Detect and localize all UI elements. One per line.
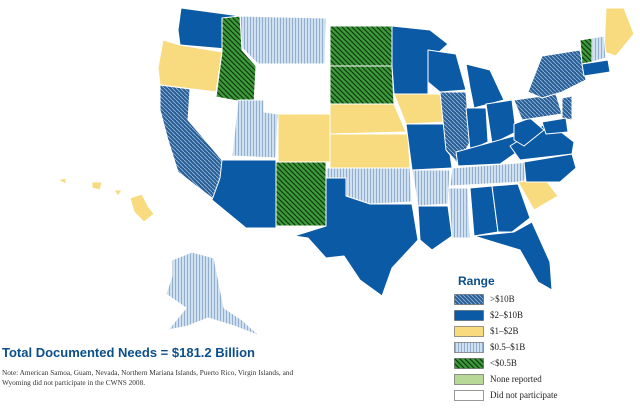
state-az (211, 159, 277, 229)
state-pa (513, 93, 563, 121)
state-fl (473, 221, 553, 291)
legend-swatch (454, 341, 484, 353)
state-co (277, 113, 331, 163)
legend-title: Range (458, 274, 495, 288)
state-la (417, 205, 453, 251)
state-ms (447, 187, 471, 239)
legend-rows: >$10B $2–$10B $1–$2B $0.5–$1B <$0.5B None rep… (454, 291, 604, 403)
state-in (465, 107, 489, 151)
state-nh (591, 35, 607, 63)
state-sd (329, 65, 395, 105)
legend-swatch (454, 293, 484, 305)
state-ga (491, 183, 531, 233)
legend-swatch (454, 389, 484, 401)
legend-swatch (454, 357, 484, 369)
legend-item-b1to2: $1–$2B (454, 323, 604, 339)
state-ia (393, 93, 447, 125)
state-ar (411, 169, 451, 207)
legend-label: $0.5–$1B (490, 342, 526, 352)
legend-item-b05to1: $0.5–$1B (454, 339, 604, 355)
legend-item-b2to10: $2–$10B (454, 307, 604, 323)
total-needs: Total Documented Needs = $181.2 Billion (2, 345, 255, 360)
state-me (603, 7, 635, 57)
legend-label: <$0.5B (490, 358, 517, 368)
state-wi (427, 49, 467, 93)
legend-label: Did not participate (490, 390, 558, 400)
legend-item-none: None reported (454, 371, 604, 387)
legend-swatch (454, 325, 484, 337)
state-vt (579, 37, 593, 65)
state-mt (239, 15, 327, 65)
state-ky (455, 135, 521, 167)
state-md (541, 117, 569, 135)
state-ks (329, 133, 411, 169)
legend-label: None reported (490, 374, 542, 384)
state-nd (329, 25, 393, 67)
state-ne (329, 103, 407, 135)
legend-label: $2–$10B (490, 310, 524, 320)
legend-item-gt10: >$10B (454, 291, 604, 307)
legend-swatch (454, 373, 484, 385)
state-ma (581, 59, 611, 77)
state-ny (527, 49, 587, 99)
legend-label: >$10B (490, 294, 515, 304)
state-pr (593, 291, 617, 303)
legend-label: $1–$2B (490, 326, 519, 336)
states-layer (57, 7, 635, 337)
state-ak (165, 251, 261, 337)
state-hi (57, 177, 155, 223)
participation-note: Note: American Samoa, Guam, Nevada, Nort… (2, 368, 294, 387)
state-mi (465, 63, 505, 109)
state-nj (561, 95, 573, 121)
state-wy (261, 63, 329, 113)
legend-item-dnp: Did not participate (454, 387, 604, 403)
legend-swatch (454, 309, 484, 321)
state-tx (293, 177, 419, 297)
state-nm (275, 161, 327, 227)
legend: Range >$10B $2–$10B $1–$2B $0.5–$1B <$0.5B No… (454, 274, 604, 403)
legend-item-lt05: <$0.5B (454, 355, 604, 371)
